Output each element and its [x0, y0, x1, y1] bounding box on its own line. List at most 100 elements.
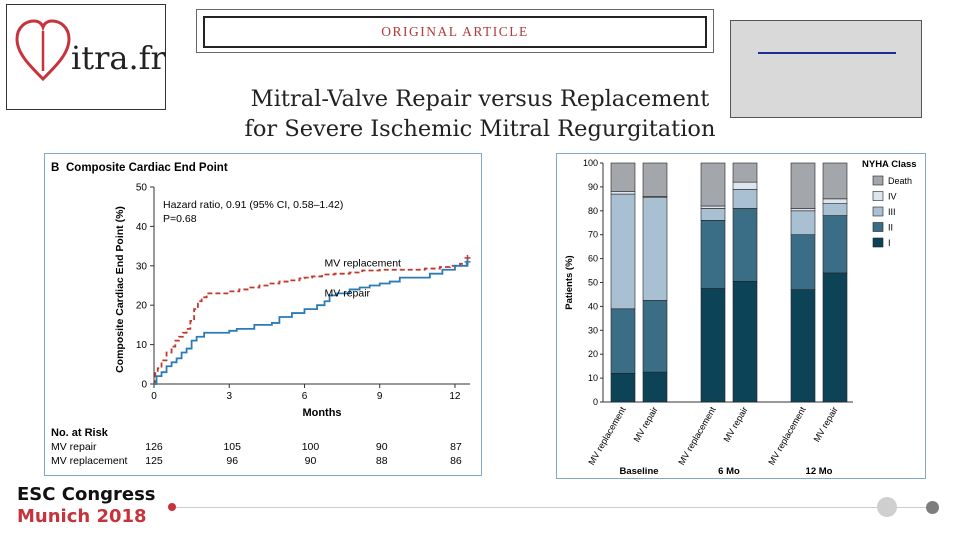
risk-cell: 126: [145, 441, 163, 453]
panel-letter: B: [51, 162, 59, 174]
km-y-axis-label: Composite Cardiac End Point (%): [114, 206, 126, 373]
nyha-bar-segment: [822, 215, 848, 274]
nyha-y-tick-label: 100: [583, 158, 598, 168]
nyha-y-tick-label: 70: [588, 230, 598, 240]
nyha-legend-label: I: [888, 238, 891, 248]
nyha-y-tick-label: 30: [588, 325, 598, 335]
heart-logo-icon: itra.fr: [15, 19, 166, 82]
risk-cell: 96: [226, 455, 238, 467]
risk-cell: 100: [302, 441, 320, 453]
km-series-replacement: [154, 257, 469, 385]
nyha-category-label: MV replacement: [676, 405, 718, 467]
title-line-1: Mitral-Valve Repair versus Replacement: [250, 86, 710, 112]
nyha-bar-segment: [610, 308, 636, 374]
nyha-bar-segment: [790, 210, 816, 235]
p-value-text: P=0.68: [163, 213, 197, 225]
risk-cell: 125: [145, 455, 163, 467]
risk-cell: 87: [450, 441, 462, 453]
nyha-bar-segment: [790, 234, 816, 290]
nyha-chart: 0 10 20 30 40 50 60 70 80 90 100 Patients (%) MV rep…: [564, 158, 917, 477]
nyha-legend-swatch: [872, 175, 884, 186]
slide-title: Mitral-Valve Repair versus Replacement f…: [160, 84, 800, 144]
panel-heading: Composite Cardiac End Point: [66, 162, 228, 174]
nyha-group-label: 6 Mo: [718, 466, 740, 477]
km-x-tick-label: 12: [449, 391, 461, 402]
nyha-bar-segment: [732, 188, 758, 209]
nyha-y-tick-label: 20: [588, 349, 598, 359]
logo-text: itra.fr: [71, 39, 166, 77]
risk-cell: 105: [223, 441, 241, 453]
title-line-2: for Severe Ischemic Mitral Regurgitation: [244, 116, 716, 142]
footer-red-dot: [168, 503, 176, 511]
km-x-tick-label: 3: [226, 391, 232, 402]
nyha-bar-segment: [732, 281, 758, 403]
km-x-tick-label: 0: [151, 391, 157, 402]
nyha-legend-label: III: [888, 207, 896, 217]
nyha-bar-segment: [700, 205, 726, 209]
nyha-legend-swatch: [872, 222, 884, 232]
footer-divider: [176, 507, 936, 508]
nyha-bar-segment: [642, 300, 668, 373]
nyha-bar-segment: [822, 162, 848, 200]
placeholder-rule: [758, 52, 896, 54]
nyha-bar-segment: [790, 162, 816, 209]
esc-location-text: Munich 2018: [17, 506, 147, 527]
nyha-bar-segment: [610, 162, 636, 192]
nyha-category-label: MV repair: [812, 405, 840, 444]
nyha-bar-segment: [732, 181, 758, 190]
nyha-category-label: MV repair: [722, 405, 750, 444]
nyha-bar-segment: [790, 289, 816, 403]
risk-cell: 90: [376, 441, 388, 453]
nyha-bar-segment: [610, 191, 636, 195]
risk-row-label: MV repair: [51, 441, 97, 453]
risk-cell: 88: [376, 455, 388, 467]
nyha-group-label: Baseline: [619, 466, 658, 477]
nyha-bar-segment: [822, 272, 848, 403]
km-y-tick-label: 10: [136, 340, 148, 351]
slide-nav-dot-current[interactable]: [877, 497, 897, 517]
nyha-y-tick-label: 40: [588, 301, 598, 311]
nyha-group-label: 12 Mo: [806, 466, 833, 477]
nyha-bar-segment: [700, 208, 726, 221]
mitra-logo: itra.fr: [6, 4, 166, 110]
nyha-bar-segment: [790, 208, 816, 212]
km-x-tick-label: 9: [377, 391, 383, 402]
km-x-axis-label: Months: [302, 407, 341, 419]
km-label-repair: MV repair: [325, 288, 371, 300]
km-chart-panel: B Composite Cardiac End Point Hazard rat…: [44, 153, 482, 476]
nyha-bar-segment: [732, 208, 758, 282]
nyha-legend-swatch: [872, 237, 884, 248]
esc-congress-text: ESC Congress: [17, 484, 156, 505]
km-y-tick-label: 30: [136, 261, 148, 272]
nyha-bar-segment: [642, 162, 668, 197]
km-series-repair: [154, 261, 469, 385]
slide-nav-dot[interactable]: [926, 501, 939, 514]
km-y-tick-label: 0: [141, 380, 147, 391]
nyha-bar-segment: [822, 198, 848, 204]
nyha-legend-label: II: [888, 223, 893, 233]
nyha-legend-label: IV: [888, 192, 897, 202]
nyha-y-tick-label: 60: [588, 254, 598, 264]
nyha-y-tick-label: 0: [593, 397, 598, 407]
nyha-y-tick-label: 80: [588, 206, 598, 216]
video-placeholder: [730, 20, 922, 118]
nyha-category-label: MV replacement: [586, 405, 628, 467]
nyha-legend-label: Death: [888, 176, 912, 186]
nyha-legend-swatch: [872, 191, 884, 201]
risk-table-heading: No. at Risk: [51, 427, 109, 439]
km-label-replacement: MV replacement: [325, 258, 402, 270]
nyha-y-tick-label: 50: [588, 278, 598, 288]
risk-cell: 90: [305, 455, 317, 467]
nyha-bar-segment: [642, 371, 668, 403]
article-label-box: ORIGINAL ARTICLE: [203, 16, 707, 48]
nyha-bar-segment: [700, 220, 726, 289]
km-chart: B Composite Cardiac End Point Hazard rat…: [51, 162, 471, 467]
nyha-bar-segment: [700, 288, 726, 403]
hazard-ratio-text: Hazard ratio, 0.91 (95% CI, 0.58–1.42): [163, 199, 343, 211]
km-x-tick-label: 6: [302, 391, 308, 402]
article-label: ORIGINAL ARTICLE: [381, 24, 529, 39]
nyha-y-axis-label: Patients (%): [564, 255, 575, 309]
nyha-bar-segment: [610, 373, 636, 403]
nyha-legend-swatch: [872, 206, 884, 217]
nyha-chart-panel: 0 10 20 30 40 50 60 70 80 90 100 Patients (%) MV rep…: [556, 153, 926, 479]
